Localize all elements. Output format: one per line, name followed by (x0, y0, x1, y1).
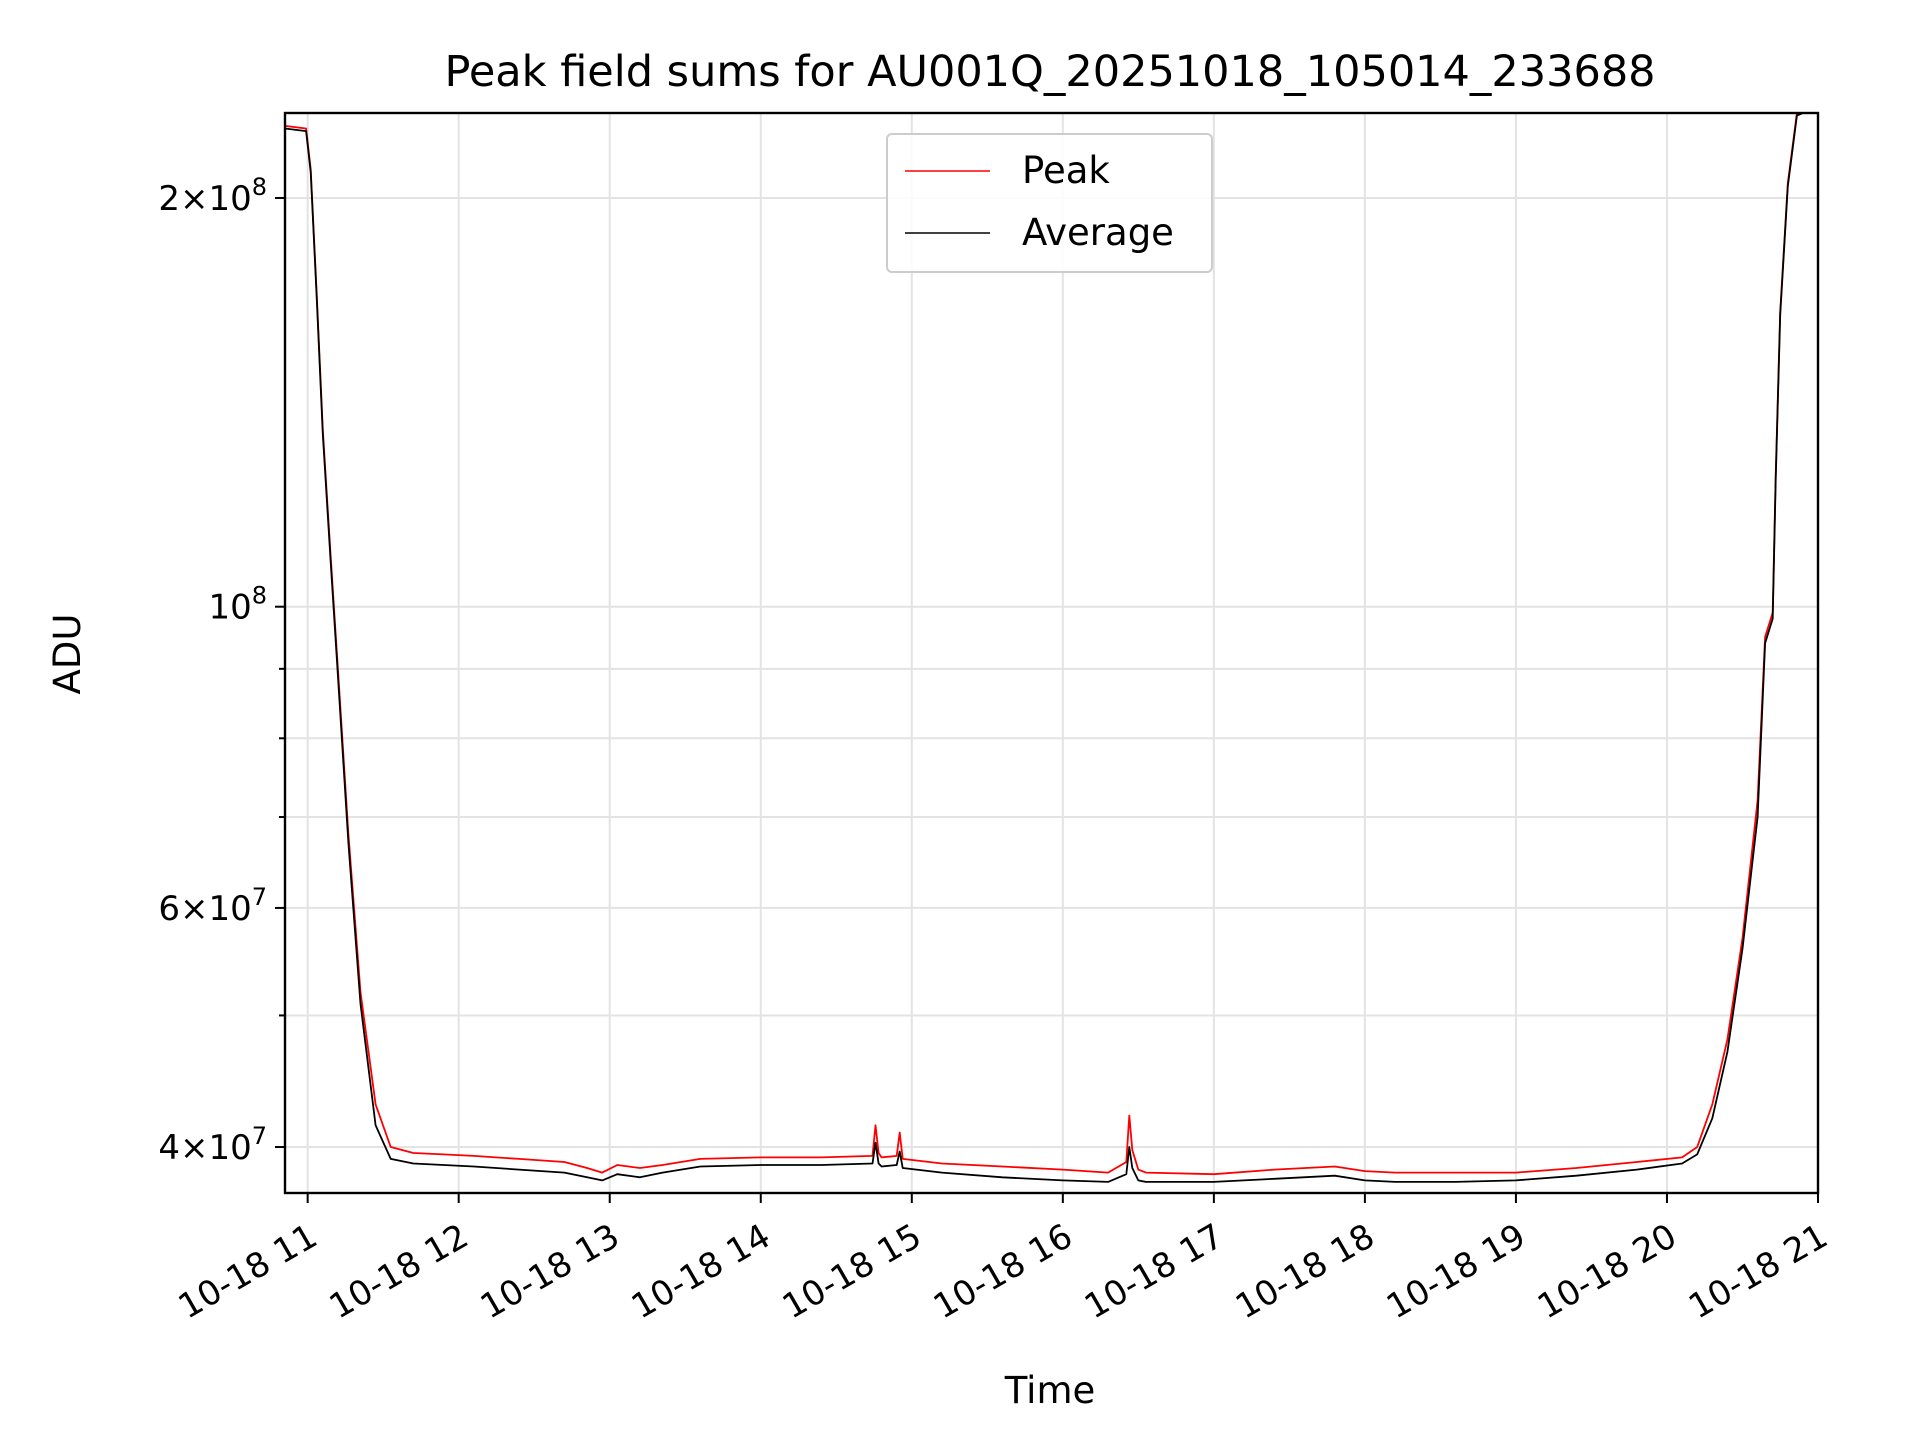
y-axis-label: ADU (46, 614, 89, 695)
x-tick-label: 10-18 20 (1531, 1216, 1683, 1327)
y-tick-label: 108 (208, 582, 267, 628)
y-tick-label: 6×107 (158, 883, 267, 929)
x-tick-label: 10-18 18 (1229, 1216, 1381, 1327)
legend-label-average: Average (1022, 211, 1174, 254)
x-tick-label: 10-18 15 (776, 1216, 928, 1327)
series-line-peak (284, 112, 1818, 1176)
y-axis: 4×107 6×107 108 2×108 (158, 173, 285, 1168)
x-tick-label: 10-18 14 (625, 1216, 777, 1327)
x-axis-label: Time (1004, 1369, 1096, 1412)
x-tick-label: 10-18 21 (1682, 1216, 1834, 1327)
x-tick-label: 10-18 19 (1380, 1216, 1532, 1327)
series-line-average (284, 112, 1818, 1183)
legend-label-peak: Peak (1022, 149, 1110, 192)
legend-box (886, 133, 1213, 273)
series-group (284, 112, 1818, 1183)
legend: Peak Average (886, 133, 1213, 273)
x-tick-label: 10-18 12 (323, 1216, 475, 1327)
x-tick-label: 10-18 13 (474, 1216, 626, 1327)
x-tick-label: 10-18 17 (1078, 1216, 1230, 1327)
y-tick-label: 4×107 (158, 1122, 267, 1168)
x-tick-label: 10-18 11 (172, 1216, 324, 1327)
y-tick-label: 2×108 (158, 173, 267, 219)
plot-area-frame (283, 111, 1820, 1195)
chart-title: Peak field sums for AU001Q_20251018_1050… (444, 47, 1655, 97)
grid (285, 113, 1819, 1193)
x-tick-label: 10-18 16 (927, 1216, 1079, 1327)
